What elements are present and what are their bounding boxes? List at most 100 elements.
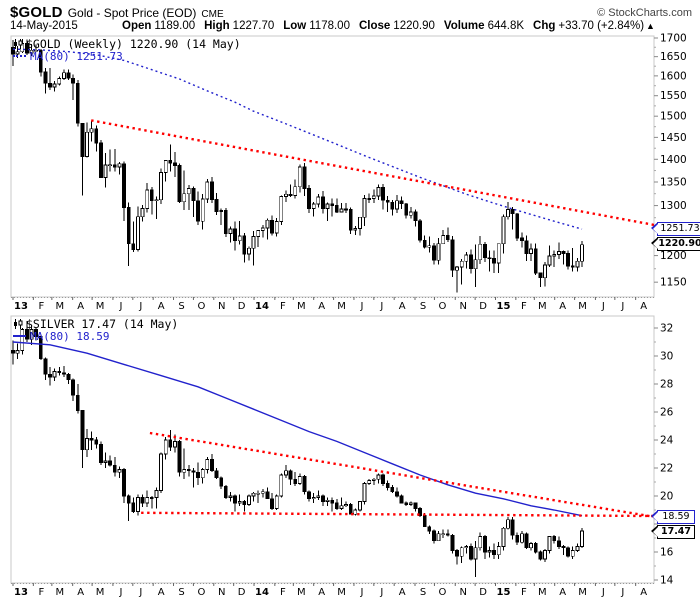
- candle-body: [436, 533, 441, 542]
- candle-body: [376, 474, 381, 480]
- x-axis-month-labels: 13 F M A M J J A S O N D 14 F M A M J J A S O N D 15 F M A M J J A: [12, 297, 647, 312]
- candle-body: [367, 198, 372, 200]
- y-axis-labels: 1150 1200 1300 1350 1400 1450 1500 1550 1600 1650…: [654, 33, 687, 289]
- candle-body: [404, 203, 409, 216]
- candle-body: [149, 189, 154, 202]
- candle-body: [168, 160, 173, 164]
- y-tick-label: 14: [660, 575, 674, 587]
- month-label: S: [420, 587, 426, 598]
- exchange-label: CME: [201, 9, 224, 20]
- candle-body: [524, 240, 529, 254]
- candle-body: [159, 453, 163, 491]
- month-label: O: [438, 587, 446, 598]
- high-label: High: [204, 20, 230, 32]
- candle-body: [459, 547, 464, 557]
- candle-body: [177, 440, 182, 473]
- quote-line: 14-May-2015 Open 1189.00 High 1227.70 Low 1178…: [10, 20, 655, 32]
- candle-body: [445, 235, 450, 241]
- symbol-description: Gold - Spot Price (EOD): [67, 6, 197, 20]
- candle-body: [131, 502, 136, 512]
- chart-header: $GOLD Gold - Spot Price (EOD) CME: [10, 4, 224, 22]
- candle-body: [80, 122, 85, 158]
- y-tick-label: 1350: [660, 177, 687, 189]
- candle-body: [279, 196, 284, 223]
- y-tick-label: 1200: [660, 250, 687, 262]
- candle-body: [43, 358, 48, 375]
- candle-body: [24, 328, 29, 340]
- year-label: 13: [14, 301, 28, 312]
- candle-body: [75, 82, 80, 124]
- candle-body: [15, 51, 20, 55]
- month-label: A: [399, 587, 406, 598]
- silver-ma-price-tag: 18.59: [651, 510, 695, 524]
- candle-body: [126, 207, 131, 245]
- month-label: A: [77, 301, 84, 312]
- month-label: O: [197, 587, 205, 598]
- candle-body: [219, 477, 224, 487]
- candle-body: [293, 478, 298, 484]
- y-tick-label: 20: [660, 491, 673, 503]
- silver-ma-legend: MA(80) 18.59: [13, 330, 109, 343]
- candle-body: [145, 496, 150, 504]
- candle-body: [469, 546, 473, 560]
- candle-body: [492, 257, 497, 264]
- candle-body: [519, 533, 524, 543]
- candle-body: [575, 260, 580, 268]
- month-label: D: [238, 301, 246, 312]
- month-label: A: [640, 301, 647, 312]
- month-label: M: [96, 587, 105, 598]
- candle-body: [66, 373, 71, 381]
- candle-body: [464, 254, 469, 262]
- candle-body: [242, 235, 247, 255]
- candle-body: [177, 165, 182, 203]
- candle-body: [436, 243, 441, 261]
- candle-body: [385, 199, 390, 203]
- silver-ma-legend-text: MA(80) 18.59: [30, 330, 110, 343]
- y-tick-label: 1550: [660, 90, 687, 102]
- candle-body: [362, 482, 367, 502]
- candle-body: [260, 491, 265, 494]
- candle-body: [89, 438, 94, 441]
- month-label: M: [297, 301, 306, 312]
- year-label: 15: [497, 301, 511, 312]
- candle-body: [182, 468, 187, 473]
- candle-body: [464, 546, 469, 549]
- silver-legend: $SILVER 17.47 (14 May): [13, 317, 178, 332]
- candle-body: [284, 193, 288, 197]
- month-label: D: [238, 587, 246, 598]
- candle-body: [38, 49, 43, 73]
- candle-body: [140, 496, 145, 504]
- candle-body: [570, 265, 575, 268]
- candle-body: [339, 208, 344, 213]
- candle-body: [205, 459, 210, 470]
- candle-body: [48, 82, 52, 88]
- quote-date: 14-May-2015: [10, 20, 78, 32]
- candle-body: [344, 208, 348, 211]
- candle-body: [459, 260, 464, 268]
- stockcharts-copyright: © StockCharts.com: [597, 7, 692, 19]
- candle-body: [297, 166, 302, 188]
- candle-body: [362, 198, 367, 218]
- y-axis-labels: 14 16 20 22 24 26 28 30 32: [654, 323, 674, 587]
- candle-body: [330, 499, 335, 504]
- plot-border: [10, 315, 655, 584]
- candle-body: [427, 526, 432, 532]
- candle-body: [547, 255, 552, 266]
- open-value: 1189.00: [154, 20, 196, 32]
- candle-body: [279, 474, 284, 497]
- candle-body: [501, 527, 506, 547]
- candle-body: [570, 550, 575, 557]
- candle-body: [506, 519, 510, 529]
- month-label: A: [399, 301, 406, 312]
- candle-body: [445, 533, 450, 536]
- candle-body: [34, 49, 39, 52]
- candle-body: [492, 550, 497, 556]
- month-label: J: [359, 587, 363, 598]
- candle-body: [274, 495, 279, 509]
- candle-body: [325, 203, 330, 209]
- candle-body: [506, 209, 510, 218]
- candle-body: [358, 216, 362, 229]
- candle-body: [163, 439, 168, 455]
- open-label: Open: [122, 20, 152, 32]
